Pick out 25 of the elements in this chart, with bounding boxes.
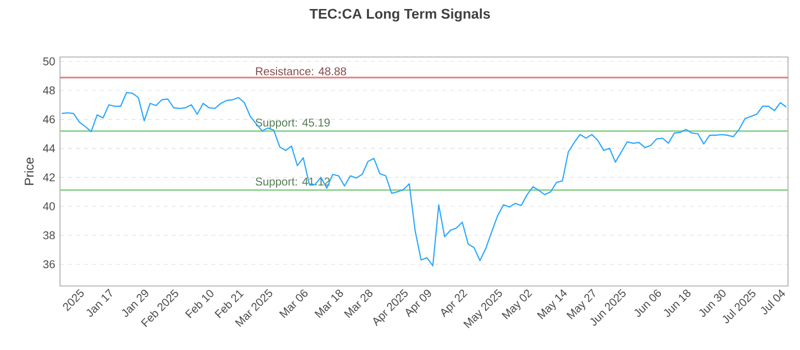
x-tick-label: Mar 28 (344, 290, 372, 318)
chart-title: TEC:CA Long Term Signals (310, 8, 490, 22)
x-tick-label: Mar 06 (279, 290, 308, 318)
x-tick-label: May 14 (536, 289, 567, 320)
y-tick-label: 44 (43, 144, 55, 152)
x-tick-label: Jun 06 (634, 290, 661, 317)
x-tick-label: Jul 04 (760, 290, 786, 314)
x-tick-label: Jun 30 (699, 290, 726, 317)
y-tick-label: 46 (43, 115, 55, 124)
y-tick-label: 36 (43, 260, 55, 268)
x-tick-label: Feb 10 (185, 290, 214, 318)
y-tick-label: 40 (43, 202, 55, 210)
y-axis-title: Price (24, 158, 34, 185)
line-series (61, 92, 787, 266)
ref-line-label: Resistance: 48.88 (256, 67, 346, 76)
x-tick-label: May 02 (502, 290, 532, 320)
x-tick-label: Jun 18 (664, 290, 691, 317)
x-tick-label: Jan 29 (122, 290, 148, 317)
y-tick-label: 50 (43, 57, 55, 66)
x-tick-label: Jan 17 (86, 288, 112, 317)
y-tick-label: 42 (43, 173, 55, 182)
x-tick-label: Apr 22 (441, 290, 468, 318)
x-tick-label: Mar 18 (314, 290, 343, 318)
y-tick-label: 38 (43, 231, 55, 240)
y-tick-label: 48 (43, 86, 55, 94)
